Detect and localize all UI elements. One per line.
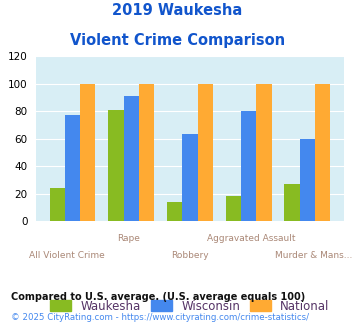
Text: Compared to U.S. average. (U.S. average equals 100): Compared to U.S. average. (U.S. average … bbox=[11, 292, 305, 302]
Bar bbox=[182, 134, 198, 221]
Bar bbox=[198, 83, 213, 221]
Bar bbox=[226, 196, 241, 221]
Bar bbox=[300, 139, 315, 221]
Bar bbox=[139, 83, 154, 221]
Text: All Violent Crime: All Violent Crime bbox=[28, 251, 104, 260]
Text: Violent Crime Comparison: Violent Crime Comparison bbox=[70, 33, 285, 48]
Legend: Waukesha, Wisconsin, National: Waukesha, Wisconsin, National bbox=[47, 296, 333, 316]
Text: Rape: Rape bbox=[117, 234, 140, 243]
Bar bbox=[241, 111, 256, 221]
Bar bbox=[108, 110, 124, 221]
Bar bbox=[65, 115, 80, 221]
Bar bbox=[124, 96, 139, 221]
Bar bbox=[256, 83, 272, 221]
Bar bbox=[80, 83, 95, 221]
Text: Robbery: Robbery bbox=[171, 251, 209, 260]
Bar bbox=[167, 202, 182, 221]
Bar bbox=[50, 188, 65, 221]
Text: 2019 Waukesha: 2019 Waukesha bbox=[113, 3, 242, 18]
Text: Murder & Mans...: Murder & Mans... bbox=[275, 251, 352, 260]
Bar bbox=[284, 184, 300, 221]
Text: © 2025 CityRating.com - https://www.cityrating.com/crime-statistics/: © 2025 CityRating.com - https://www.city… bbox=[11, 313, 308, 322]
Bar bbox=[315, 83, 330, 221]
Text: Aggravated Assault: Aggravated Assault bbox=[207, 234, 296, 243]
